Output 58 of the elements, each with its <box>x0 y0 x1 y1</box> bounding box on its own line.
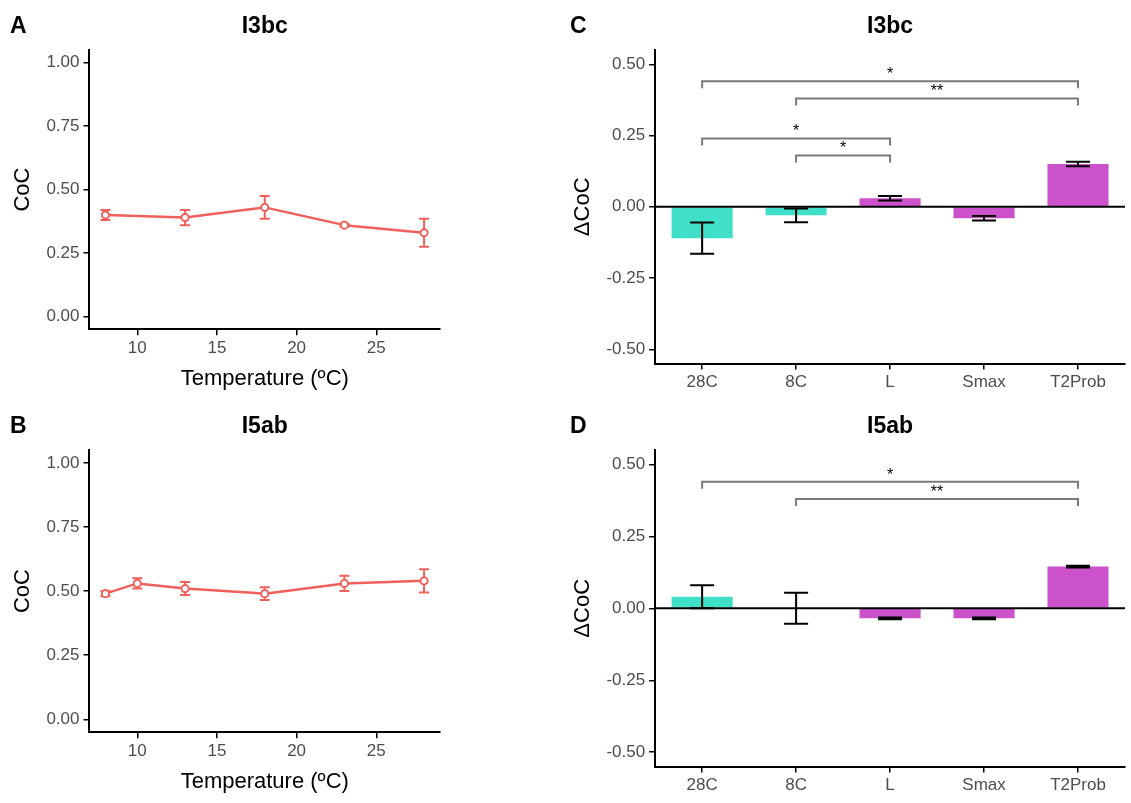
chart-title: I3bc <box>241 12 288 38</box>
x-tick-label: Smax <box>962 775 1007 795</box>
y-tick-label: 0.50 <box>46 179 80 199</box>
chart-title: I5ab <box>241 412 288 438</box>
y-tick-label: -0.50 <box>606 339 646 359</box>
annotation: * <box>839 139 847 157</box>
y-axis-title: CoC <box>9 568 35 614</box>
y-tick-label: 0.00 <box>46 709 80 729</box>
x-tick-label: 20 <box>287 338 307 358</box>
x-tick-label: L <box>885 775 895 795</box>
x-tick-label: 25 <box>366 338 386 358</box>
chart-title: I5ab <box>867 412 914 438</box>
text: C <box>570 12 587 38</box>
y-tick-label: 0.25 <box>612 125 646 145</box>
y-tick-label: 0.75 <box>46 516 80 536</box>
y-tick-label: 1.00 <box>46 452 80 472</box>
x-tick-label: 8C <box>785 372 807 392</box>
annotation: * <box>886 65 894 83</box>
x-tick-label: L <box>885 372 895 392</box>
x-tick-label: 28C <box>686 775 718 795</box>
y-tick-label: 0.25 <box>46 644 80 664</box>
y-tick-label: 0.25 <box>46 242 80 262</box>
annotation: ** <box>930 82 944 100</box>
y-axis-title: CoC <box>9 167 35 212</box>
y-tick-label: 0.50 <box>612 53 646 73</box>
y-tick-label: 0.50 <box>612 454 646 474</box>
x-tick-label: 15 <box>207 741 227 761</box>
y-tick-label: 0.00 <box>612 597 646 617</box>
x-axis-title: Temperature (ºC) <box>180 767 349 793</box>
text: A <box>10 12 27 38</box>
y-tick-label: 0.75 <box>46 115 80 135</box>
x-tick-label: 10 <box>127 741 147 761</box>
y-tick-label: -0.25 <box>606 669 646 689</box>
x-tick-label: T2Prob <box>1050 372 1106 392</box>
x-axis-title: Temperature (ºC) <box>180 364 349 390</box>
x-tick-label: 10 <box>127 338 147 358</box>
x-tick-label: 15 <box>207 338 227 358</box>
annotation: ** <box>930 482 944 500</box>
text: B <box>10 412 27 438</box>
x-tick-label: 25 <box>366 741 386 761</box>
annotation: * <box>792 122 800 140</box>
y-axis-title: ΔCoC <box>569 177 595 237</box>
y-tick-label: 0.00 <box>612 196 646 216</box>
x-tick-label: 8C <box>785 775 807 795</box>
x-tick-label: 28C <box>686 372 718 392</box>
y-axis-title: ΔCoC <box>569 578 595 638</box>
y-tick-label: 0.50 <box>46 580 80 600</box>
x-tick-label: Smax <box>962 372 1007 392</box>
y-tick-label: 1.00 <box>46 52 80 72</box>
y-tick-label: 0.25 <box>612 526 646 546</box>
chart-title: I3bc <box>867 12 914 38</box>
x-tick-label: T2Prob <box>1050 775 1106 795</box>
annotation: * <box>886 465 894 483</box>
y-tick-label: -0.25 <box>606 267 646 287</box>
x-tick-label: 20 <box>287 741 307 761</box>
y-tick-label: 0.00 <box>46 306 80 326</box>
text: D <box>570 412 587 438</box>
y-tick-label: -0.50 <box>606 741 646 761</box>
